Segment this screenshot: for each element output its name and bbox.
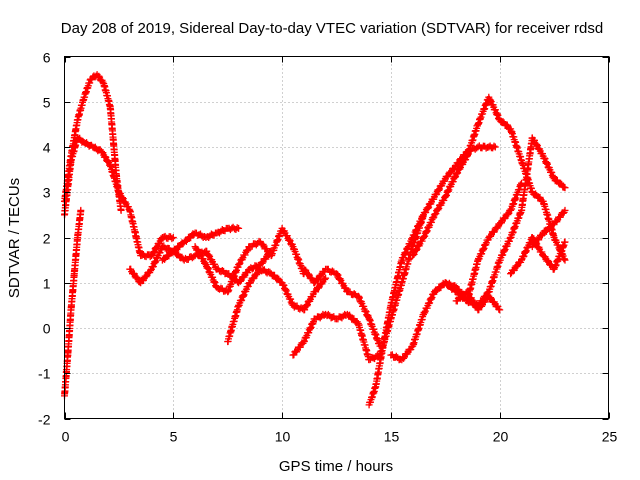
- y-tick-label: 1: [43, 276, 51, 292]
- series-trail: [224, 266, 329, 345]
- series-track-5: [158, 223, 243, 264]
- data-layer: [61, 71, 569, 409]
- x-tick-label: 25: [602, 429, 618, 445]
- y-tick-label: -1: [38, 366, 51, 382]
- series-track-16: [528, 206, 569, 251]
- x-tick-label: 5: [170, 429, 178, 445]
- axis-layer: 0 5 10 15 20 25 -2 -1 0 1 2 3 4 5 6: [38, 50, 617, 445]
- x-tick-label: 15: [384, 429, 400, 445]
- x-axis-title: GPS time / hours: [279, 458, 393, 475]
- y-tick-label: -2: [38, 412, 51, 428]
- series-trail: [453, 289, 503, 314]
- series-trail: [61, 72, 125, 213]
- series-track-7: [224, 265, 330, 346]
- series-trail: [160, 223, 241, 263]
- data-point: [409, 252, 417, 260]
- y-axis-title: SDTVAR / TECUs: [6, 178, 23, 298]
- series-trail: [366, 142, 498, 406]
- y-tick-label: 3: [43, 185, 51, 201]
- y-tick-label: 6: [43, 50, 51, 66]
- x-tick-label: 20: [493, 429, 509, 445]
- series-track-8: [289, 211, 427, 364]
- series-trail: [127, 242, 274, 286]
- chart-title: Day 208 of 2019, Sidereal Day-to-day VTE…: [61, 20, 603, 37]
- series-track-2: [61, 134, 177, 261]
- series-track-10: [365, 142, 499, 409]
- series-track-4: [126, 242, 275, 287]
- series-track-11: [387, 179, 525, 364]
- y-tick-label: 5: [43, 95, 51, 111]
- series-trail: [192, 227, 307, 295]
- y-tick-label: 0: [43, 321, 51, 337]
- x-tick-label: 10: [275, 429, 291, 445]
- y-tick-label: 4: [43, 140, 51, 156]
- series-trail: [301, 265, 383, 348]
- series-track-15: [507, 234, 569, 278]
- grid-layer: [64, 56, 609, 419]
- series-track-14: [452, 288, 504, 314]
- series-track-9: [300, 265, 384, 350]
- y-tick-label: 2: [43, 231, 51, 247]
- plot-frame: [64, 56, 609, 419]
- series-trail: [290, 213, 427, 363]
- x-tick-label: 0: [62, 429, 70, 445]
- series-trail: [529, 208, 568, 248]
- series-trail: [388, 181, 525, 364]
